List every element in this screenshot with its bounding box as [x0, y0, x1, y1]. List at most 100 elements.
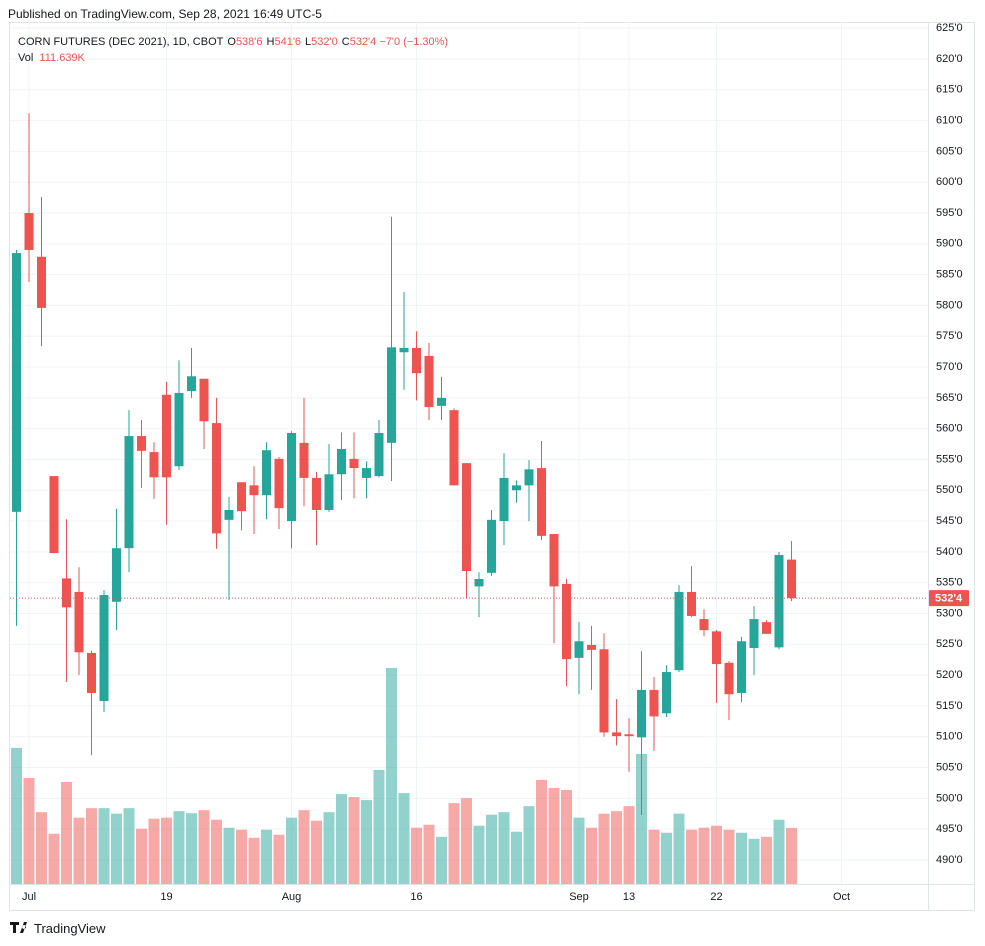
y-tick-label: 490'0 — [936, 854, 963, 866]
volume-bar — [48, 833, 60, 884]
y-tick-label: 560'0 — [936, 423, 963, 435]
frame — [9, 22, 975, 911]
x-tick-label: Aug — [282, 891, 302, 903]
volume-bar — [573, 817, 585, 884]
y-tick-label: 605'0 — [936, 145, 963, 157]
legend-value: 532'0 — [311, 36, 338, 48]
candle-body — [212, 423, 221, 534]
legend-row: CORN FUTURES (DEC 2021), 1D, CBOT O538'6 H… — [18, 34, 448, 50]
y-tick-label: 495'0 — [936, 823, 963, 835]
candle-body — [237, 482, 246, 512]
volume-bar — [461, 798, 472, 884]
y-tick-label: 545'0 — [936, 515, 963, 527]
candle-body — [299, 442, 309, 478]
legend-value: 538'6 — [235, 36, 263, 48]
volume-bar — [711, 825, 722, 884]
candle-body — [574, 641, 584, 658]
candle-body — [474, 579, 484, 587]
volume-bar — [261, 829, 272, 884]
ohlc: O538'6 H541'6 L532'0 C532'4 — [223, 36, 376, 48]
volume-bar — [611, 811, 622, 884]
y-tick-label: 580'0 — [936, 299, 963, 311]
candle-body — [249, 485, 259, 496]
volume-bars — [11, 668, 797, 884]
x-tick-label: Jul — [22, 891, 36, 903]
volume-bar — [311, 820, 322, 884]
y-tick-label: 510'0 — [936, 731, 963, 743]
candle-body — [24, 213, 34, 250]
volume-bar — [73, 817, 85, 884]
x-tick-label: Oct — [833, 891, 850, 903]
candle-body — [412, 347, 421, 374]
volume-bar — [661, 832, 672, 884]
last-price-label: 532'4 — [935, 593, 963, 605]
volume-bar — [523, 806, 535, 884]
y-tick-label: 535'0 — [936, 577, 963, 589]
volume-bar — [636, 753, 647, 884]
candles — [12, 113, 796, 815]
candle-body — [587, 644, 596, 650]
candle-body — [612, 732, 621, 737]
candle-body — [787, 559, 796, 599]
candle-body — [137, 436, 146, 451]
candle-body — [749, 619, 759, 649]
volume-bar — [11, 747, 22, 884]
volume-row: Vol 111.639K — [18, 50, 448, 66]
y-tick-label: 515'0 — [936, 700, 963, 712]
candle-body — [524, 469, 534, 486]
grid — [10, 22, 928, 884]
candle-body — [712, 631, 721, 665]
candle-body — [349, 458, 359, 469]
candle-body — [387, 347, 396, 443]
y-tick-label: 505'0 — [936, 761, 963, 773]
candle-body — [224, 509, 234, 520]
candle-body — [637, 689, 646, 738]
y-tick-label: 620'0 — [936, 53, 963, 65]
volume-bar — [86, 808, 97, 884]
volume-bar — [673, 813, 685, 884]
volume-bar — [398, 793, 410, 884]
candle-body — [599, 649, 609, 733]
y-tick-label: 570'0 — [936, 361, 963, 373]
volume-bar — [786, 827, 797, 884]
candle-body — [12, 253, 21, 512]
candle-body — [699, 619, 709, 631]
volume-bar — [736, 832, 747, 884]
x-tick-label: 19 — [160, 891, 172, 903]
legend-key: O — [227, 36, 236, 48]
volume-bar — [536, 780, 547, 884]
volume-bar — [248, 837, 260, 884]
candle-body — [199, 378, 209, 422]
volume-bar — [436, 836, 447, 884]
volume-bar — [186, 813, 197, 884]
candle-body — [512, 485, 521, 491]
candle-body — [287, 432, 296, 522]
candle-body — [399, 347, 409, 353]
candle-body — [562, 583, 571, 660]
candle-body — [112, 548, 121, 602]
candle-body — [649, 689, 659, 717]
volume-bar — [123, 808, 135, 884]
volume-bar — [198, 810, 210, 884]
candle-body — [362, 468, 371, 478]
volume-bar — [61, 782, 72, 884]
candle-body — [324, 474, 334, 510]
volume-bar — [473, 825, 485, 884]
candle-body — [174, 392, 184, 467]
y-tick-label: 540'0 — [936, 546, 963, 558]
volume-bar — [698, 827, 710, 884]
change: −7'0 (−1.30%) — [379, 36, 449, 48]
symbol-title: CORN FUTURES (DEC 2021), 1D, CBOT — [18, 36, 224, 48]
candle-body — [124, 436, 134, 549]
volume-bar — [498, 812, 510, 884]
y-tick-label: 530'0 — [936, 607, 963, 619]
candle-body — [162, 394, 171, 478]
volume-bar — [386, 668, 397, 884]
candle-body — [424, 355, 434, 408]
legend-key: H — [266, 36, 275, 48]
candle-body — [462, 463, 471, 571]
volume-bar — [161, 817, 172, 884]
volume-bar — [148, 818, 160, 884]
